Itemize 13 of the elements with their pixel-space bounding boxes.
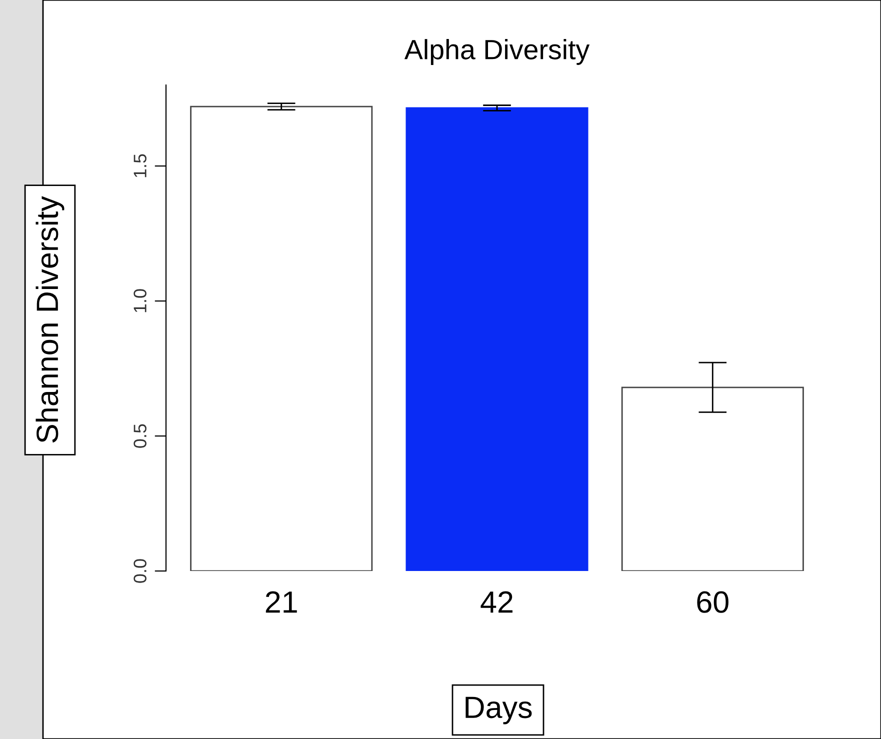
bar: [406, 107, 588, 571]
y-tick-label: 0.5: [134, 424, 146, 448]
x-axis-title: Days: [466, 696, 532, 724]
bar: [190, 106, 373, 571]
x-tick-label: 60: [697, 591, 728, 613]
chart-title: Alpha Diversity: [404, 39, 590, 65]
y-tick-label: 1.5: [134, 154, 146, 178]
bar: [621, 386, 804, 571]
y-tick-label: 1.0: [134, 289, 146, 312]
y-axis-title: Shannon Diversity: [36, 196, 64, 443]
x-tick-label: 21: [266, 591, 297, 613]
y-tick-label: 0.0: [134, 559, 146, 583]
x-tick-label: 42: [480, 591, 512, 613]
